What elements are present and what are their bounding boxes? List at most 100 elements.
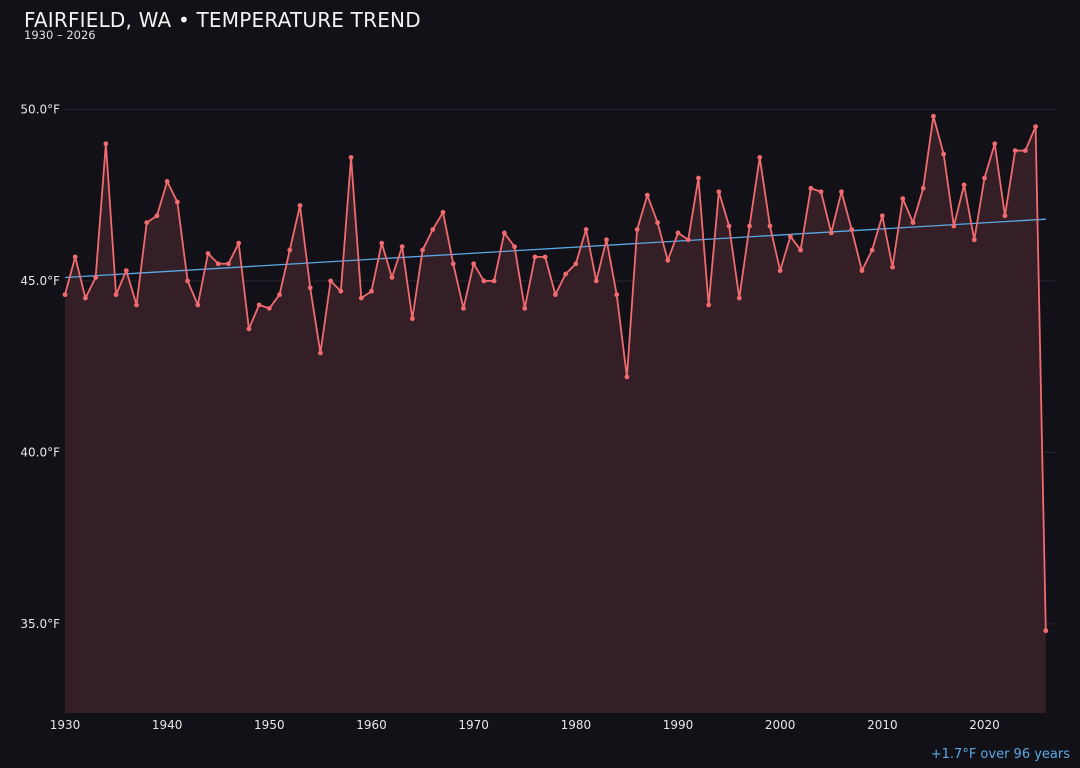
data-point bbox=[655, 220, 660, 226]
data-point bbox=[604, 237, 609, 243]
y-tick-label: 40.0°F bbox=[20, 445, 60, 459]
chart-subtitle: 1930 – 2026 bbox=[24, 28, 96, 42]
data-point bbox=[266, 305, 272, 311]
data-point bbox=[931, 113, 936, 119]
data-point bbox=[338, 288, 344, 294]
data-point bbox=[614, 292, 620, 298]
data-point bbox=[716, 189, 722, 195]
data-point bbox=[798, 247, 804, 253]
data-point bbox=[134, 302, 139, 308]
data-point bbox=[818, 189, 824, 195]
data-point bbox=[450, 261, 456, 267]
data-points bbox=[62, 113, 1049, 634]
data-point bbox=[859, 268, 865, 274]
data-point bbox=[481, 278, 487, 284]
data-point bbox=[634, 227, 640, 232]
data-point bbox=[665, 257, 671, 263]
data-point bbox=[787, 233, 793, 239]
data-point bbox=[154, 213, 160, 219]
data-point bbox=[389, 275, 395, 280]
temperature-area bbox=[65, 116, 1046, 714]
data-point bbox=[246, 326, 252, 332]
data-point bbox=[624, 374, 630, 380]
x-tick-label: 1960 bbox=[356, 718, 387, 732]
x-tick-label: 1940 bbox=[152, 718, 183, 732]
data-point bbox=[93, 275, 99, 280]
data-point bbox=[430, 227, 436, 232]
data-point bbox=[236, 240, 242, 246]
data-point bbox=[318, 350, 323, 356]
data-point bbox=[277, 292, 282, 298]
data-point bbox=[777, 268, 783, 274]
data-point bbox=[747, 223, 752, 229]
data-point bbox=[72, 254, 78, 260]
x-tick-label: 1980 bbox=[561, 718, 592, 732]
data-point bbox=[553, 292, 558, 298]
data-point bbox=[900, 196, 906, 202]
data-point bbox=[910, 220, 916, 226]
data-point bbox=[409, 316, 415, 322]
y-axis-ticks: 35.0°F 40.0°F 45.0°F 50.0°F bbox=[20, 102, 60, 630]
data-point bbox=[593, 278, 599, 284]
data-point bbox=[706, 302, 712, 308]
data-point bbox=[522, 305, 528, 311]
data-point bbox=[164, 179, 170, 184]
data-point bbox=[1033, 124, 1038, 129]
data-point bbox=[675, 230, 681, 236]
data-point bbox=[123, 268, 129, 274]
data-point bbox=[920, 185, 926, 191]
data-point bbox=[491, 278, 497, 284]
data-point bbox=[461, 305, 466, 311]
data-point bbox=[869, 247, 875, 253]
data-point bbox=[512, 244, 517, 250]
data-point bbox=[1012, 148, 1018, 153]
data-point bbox=[420, 247, 425, 253]
x-tick-label: 1930 bbox=[50, 718, 81, 732]
data-point bbox=[399, 244, 405, 250]
data-point bbox=[1002, 213, 1008, 219]
data-point bbox=[961, 182, 967, 188]
y-tick-label: 45.0°F bbox=[20, 274, 60, 288]
data-point bbox=[828, 230, 834, 236]
data-point bbox=[532, 254, 538, 260]
data-point bbox=[83, 295, 88, 301]
data-point bbox=[644, 192, 650, 198]
data-point bbox=[185, 278, 191, 284]
data-point bbox=[767, 223, 773, 229]
data-point bbox=[174, 199, 180, 205]
data-point bbox=[256, 302, 262, 308]
data-point bbox=[287, 247, 293, 253]
data-point bbox=[736, 295, 742, 301]
data-point bbox=[849, 227, 855, 232]
data-point bbox=[369, 288, 374, 294]
data-point bbox=[440, 209, 446, 215]
x-tick-label: 2000 bbox=[765, 718, 796, 732]
data-point bbox=[757, 155, 763, 160]
data-point bbox=[1043, 628, 1049, 634]
data-point bbox=[205, 251, 211, 256]
data-point bbox=[328, 278, 334, 284]
x-tick-label: 2020 bbox=[969, 718, 1000, 732]
data-point bbox=[971, 237, 977, 243]
data-point bbox=[890, 264, 895, 270]
data-point bbox=[808, 185, 814, 191]
data-point bbox=[62, 292, 68, 298]
data-point bbox=[685, 237, 691, 243]
data-point bbox=[501, 230, 507, 236]
data-point bbox=[839, 189, 844, 195]
data-point bbox=[348, 155, 354, 160]
data-point bbox=[951, 223, 957, 229]
data-point bbox=[471, 261, 477, 267]
x-tick-label: 1990 bbox=[663, 718, 694, 732]
data-point bbox=[573, 261, 579, 267]
data-point bbox=[195, 302, 201, 308]
data-point bbox=[982, 175, 987, 181]
x-tick-label: 2010 bbox=[867, 718, 898, 732]
data-point bbox=[297, 203, 303, 208]
x-tick-label: 1950 bbox=[254, 718, 285, 732]
x-tick-label: 1970 bbox=[458, 718, 489, 732]
data-point bbox=[103, 141, 109, 147]
data-point bbox=[941, 151, 947, 157]
data-point bbox=[379, 240, 385, 246]
data-point bbox=[542, 254, 548, 260]
